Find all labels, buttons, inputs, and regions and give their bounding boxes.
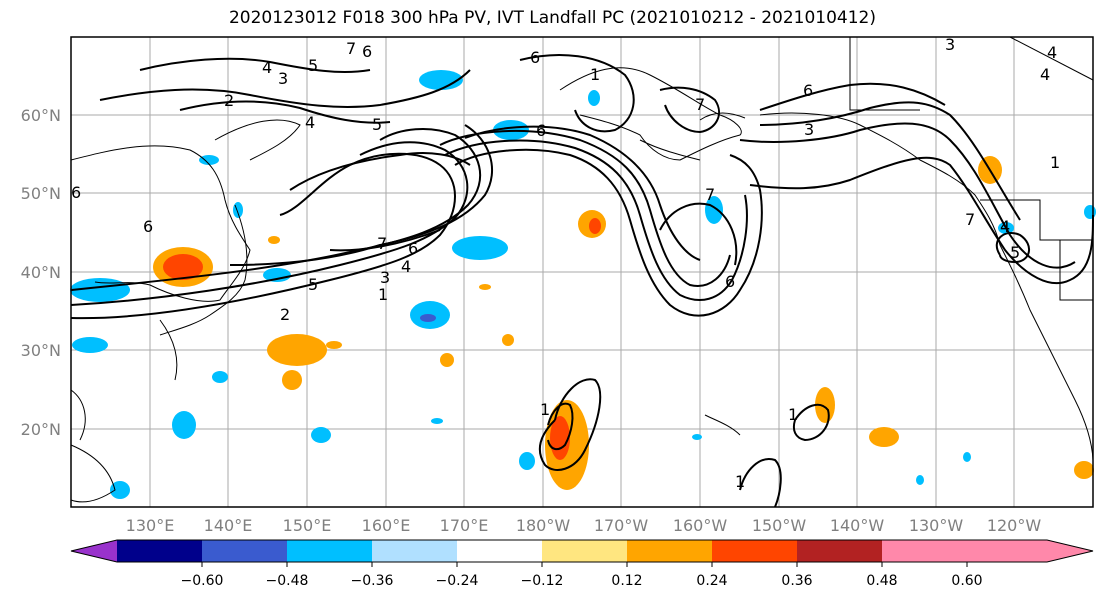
lat-label: 30°N [21, 341, 61, 360]
latitude-labels: 60°N 50°N 40°N 30°N 20°N [21, 106, 61, 439]
contour-label: 5 [308, 275, 318, 294]
contour-label: 7 [965, 210, 975, 229]
longitude-labels: 130°E 140°E 150°E 160°E 170°E 180°W 170°… [126, 516, 1042, 535]
contour-label: 5 [308, 56, 318, 75]
colorbar-segment-2 [202, 540, 287, 562]
colorbar-tick-label: 0.48 [866, 573, 897, 589]
colorbar-segment-10 [882, 540, 1093, 562]
ivt-negative-areas [70, 70, 1096, 499]
lon-label: 130°W [909, 516, 964, 535]
contour-label: 6 [408, 239, 418, 258]
contour-label: 2 [224, 91, 234, 110]
colorbar-tick-label: 0.60 [951, 573, 982, 589]
lon-label: 160°W [673, 516, 728, 535]
coastlines [70, 36, 1094, 503]
contour-label: 3 [804, 120, 814, 139]
lon-label: 150°W [752, 516, 807, 535]
lon-label: 180°W [516, 516, 571, 535]
contour-label: 4 [1047, 43, 1057, 62]
pv-contours [70, 54, 1094, 508]
contour-label: 1 [540, 400, 550, 419]
colorbar-tick-label: −0.12 [521, 573, 564, 589]
contour-label: 4 [1040, 65, 1050, 84]
lon-label: 150°E [283, 516, 332, 535]
contour-label: 1 [788, 405, 798, 424]
colorbar-tick-label: −0.36 [351, 573, 394, 589]
contour-label: 7 [377, 234, 387, 253]
lat-label: 60°N [21, 106, 61, 125]
colorbar-outline [70, 539, 1094, 563]
contour-label: 5 [372, 115, 382, 134]
lat-label: 40°N [21, 263, 61, 282]
colorbar-tick-label: −0.24 [436, 573, 479, 589]
colorbar-segment-4 [372, 540, 457, 562]
contour-label: 3 [945, 35, 955, 54]
lon-label: 120°W [987, 516, 1042, 535]
colorbar-tick-label: −0.48 [266, 573, 309, 589]
contour-label: 5 [1010, 243, 1020, 262]
contour-label: 4 [262, 58, 272, 77]
colorbar-tick-labels: −0.60 −0.48 −0.36 −0.24 −0.12 0.12 0.24 … [181, 573, 983, 589]
colorbar-ticks [201, 562, 968, 567]
contour-label: 1 [378, 285, 388, 304]
map-title: 2020123012 F018 300 hPa PV, IVT Landfall… [228, 8, 876, 28]
contour-label: 7 [346, 39, 356, 58]
colorbar-segment-8 [712, 540, 797, 562]
contour-label: 6 [725, 272, 735, 291]
colorbar-segment-5 [457, 540, 542, 562]
colorbar-segment-9 [797, 540, 882, 562]
lon-label: 130°E [126, 516, 175, 535]
contour-label: 6 [536, 121, 546, 140]
contour-label: 1 [590, 65, 600, 84]
contour-label: 4 [305, 113, 315, 132]
contour-label: 7 [705, 185, 715, 204]
contour-label: 6 [803, 81, 813, 100]
colorbar-segment-0 [71, 540, 117, 562]
colorbar-tick-label: 0.36 [781, 573, 812, 589]
contour-label: 2 [280, 305, 290, 324]
lat-label: 20°N [21, 420, 61, 439]
colorbar-tick-label: −0.60 [181, 573, 224, 589]
map-panel: 2 5 1 3 4 6 7 6 2 4 3 5 7 6 4 5 6 6 1 7 … [70, 35, 1096, 508]
contour-label: 1 [735, 472, 745, 491]
colorbar: −0.60 −0.48 −0.36 −0.24 −0.12 0.12 0.24 … [70, 539, 1094, 589]
contour-label: 6 [362, 42, 372, 61]
colorbar-segment-1 [117, 540, 202, 562]
contour-label: 6 [530, 48, 540, 67]
lon-label: 140°E [204, 516, 253, 535]
colorbar-tick-label: 0.24 [696, 573, 727, 589]
lon-label: 140°W [830, 516, 885, 535]
colorbar-segment-3 [287, 540, 372, 562]
contour-labels: 2 5 1 3 4 6 7 6 2 4 3 5 7 6 4 5 6 6 1 7 … [71, 35, 1060, 491]
contour-label: 6 [71, 183, 81, 202]
map-border [70, 36, 1094, 508]
lon-label: 170°E [440, 516, 489, 535]
contour-label: 4 [401, 257, 411, 276]
colorbar-tick-label: 0.12 [611, 573, 642, 589]
contour-label: 4 [1000, 217, 1010, 236]
contour-label: 3 [380, 268, 390, 287]
lon-label: 170°W [594, 516, 649, 535]
lat-label: 50°N [21, 184, 61, 203]
colorbar-segment-7 [627, 540, 712, 562]
lon-label: 160°E [362, 516, 411, 535]
contour-label: 1 [1050, 153, 1060, 172]
colorbar-segment-6 [542, 540, 627, 562]
contour-label: 3 [278, 69, 288, 88]
contour-label: 6 [143, 217, 153, 236]
contour-label: 7 [695, 95, 705, 114]
